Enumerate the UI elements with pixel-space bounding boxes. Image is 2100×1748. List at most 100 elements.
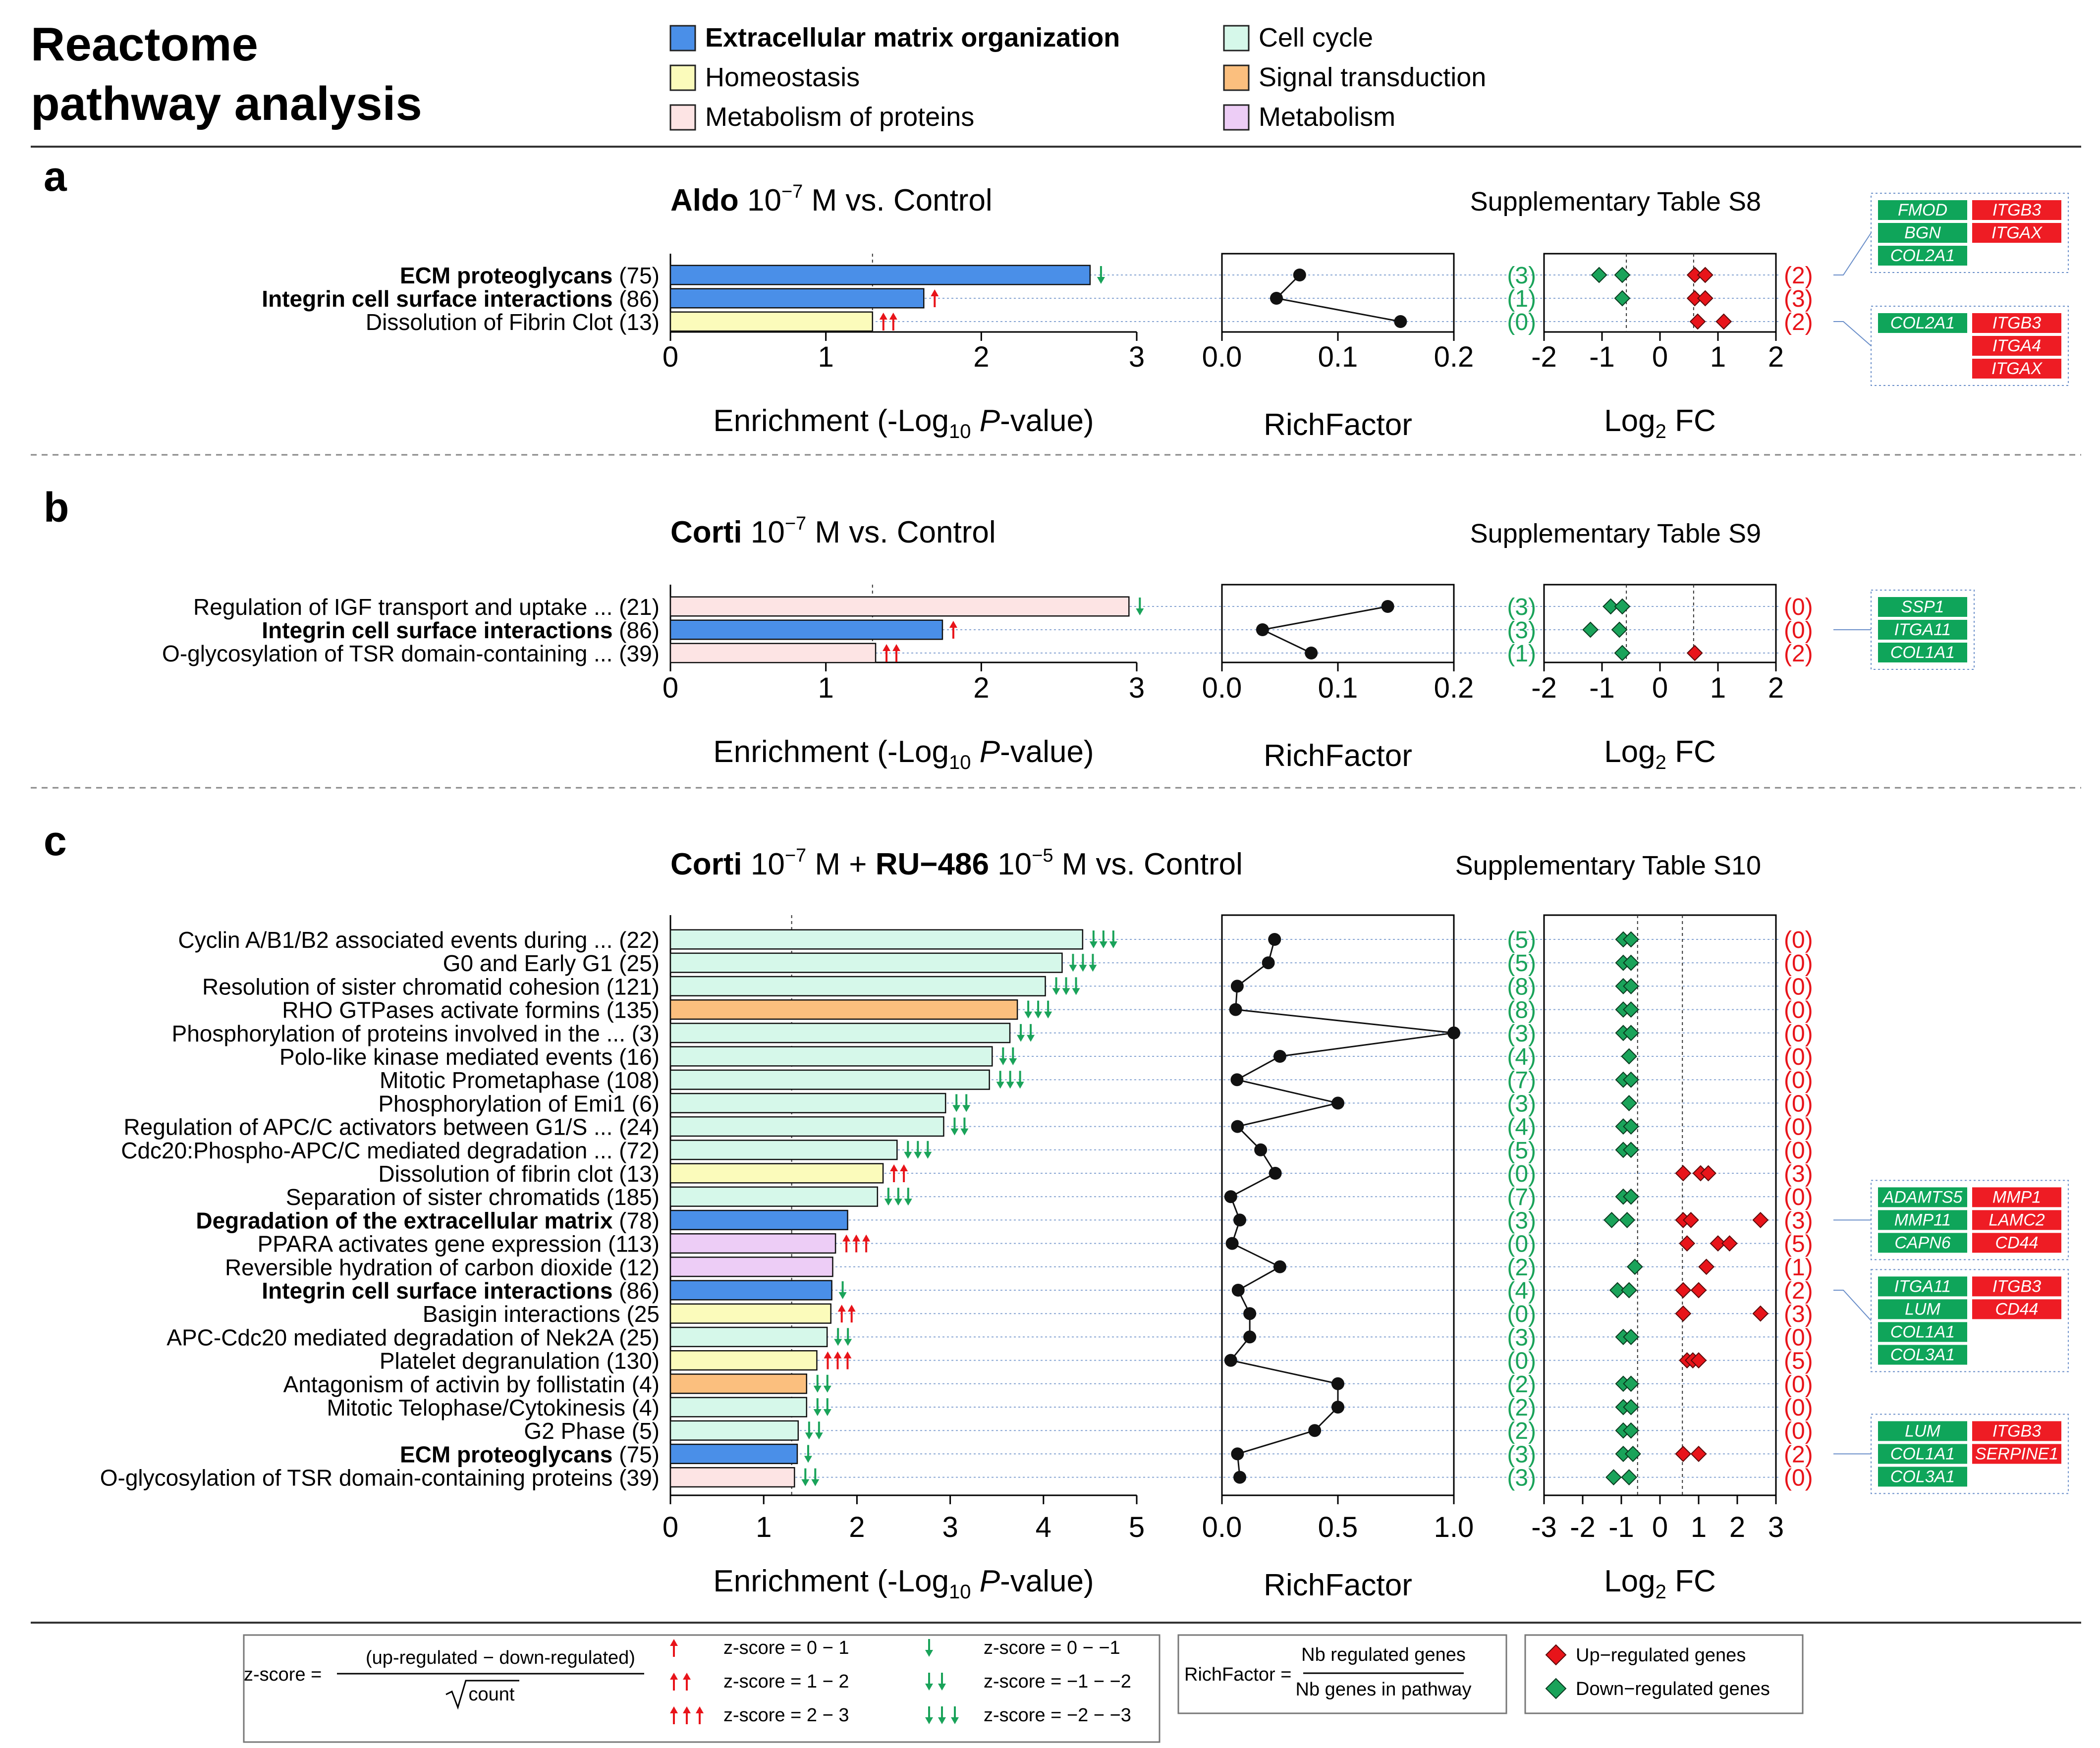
richfactor-point bbox=[1270, 292, 1283, 305]
richfactor-chart: 0.0 0.1 0.2 RichFactor bbox=[1202, 584, 1474, 773]
zscore-box bbox=[243, 1634, 1161, 1743]
gene-name: SSP1 bbox=[1901, 598, 1944, 616]
pathway-count: (39) bbox=[612, 1465, 660, 1491]
enrichment-bar bbox=[669, 1350, 818, 1371]
down-gene-count: (3) bbox=[1507, 1091, 1536, 1117]
pathway-count: (135) bbox=[600, 997, 660, 1023]
richfactor-point bbox=[1308, 1424, 1322, 1437]
pathway-label: Integrin cell surface interactions (86) bbox=[262, 1278, 660, 1304]
panel-title-superscript: −7 bbox=[785, 513, 806, 534]
gene-box-connector bbox=[1833, 1290, 1872, 1321]
up-gene-count: (2) bbox=[1784, 309, 1813, 335]
down-gene-count: (2) bbox=[1507, 1418, 1536, 1444]
legend-swatch bbox=[669, 104, 696, 131]
pathway-label: Integrin cell surface interactions (86) bbox=[262, 617, 660, 643]
pathway-count: (78) bbox=[612, 1207, 660, 1233]
enrichment-bar bbox=[669, 976, 1046, 997]
richfactor-point bbox=[1231, 1447, 1244, 1461]
pathway-count: (130) bbox=[600, 1348, 660, 1374]
gene-name: LAMC2 bbox=[1989, 1210, 2045, 1229]
up-gene-count: (0) bbox=[1784, 950, 1813, 977]
zscore-label: z-score = bbox=[244, 1664, 322, 1685]
enrichment-tick-label: 1 bbox=[818, 341, 834, 373]
legend-arrow-up-head bbox=[683, 1706, 691, 1713]
zscore-arrow-down-head bbox=[1016, 1082, 1024, 1089]
axis-title-text: Log bbox=[1604, 404, 1655, 438]
richfactor-point bbox=[1229, 1003, 1242, 1016]
gene-name: COL2A1 bbox=[1890, 314, 1955, 332]
zscore-arrow-up-head bbox=[837, 1305, 846, 1312]
pathway-label: O-glycosylation of TSR domain-containing… bbox=[162, 641, 660, 666]
enrichment-tick-label: 4 bbox=[1036, 1511, 1051, 1543]
axis-title-space bbox=[971, 1564, 979, 1598]
gene-tag bbox=[1972, 359, 2061, 379]
gene-name: COL1A1 bbox=[1890, 643, 1955, 662]
axis-title-italic: P bbox=[980, 1564, 1000, 1598]
log2fc-tick-label: 2 bbox=[1768, 672, 1784, 704]
axis-title-subscript: 2 bbox=[1656, 752, 1666, 773]
up-gene-count: (0) bbox=[1784, 997, 1813, 1024]
up-regulated-gene-marker bbox=[1697, 267, 1713, 283]
legend-arrow-up-head bbox=[670, 1706, 678, 1713]
axis-title-space bbox=[971, 404, 979, 438]
down-regulated-gene-marker bbox=[1624, 1445, 1641, 1462]
pathway-count: (6) bbox=[625, 1091, 660, 1116]
up-gene-count: (0) bbox=[1784, 594, 1813, 620]
down-regulated-gene-marker bbox=[1623, 978, 1639, 994]
down-regulated-gene-marker bbox=[1623, 1142, 1639, 1158]
gene-tag bbox=[1878, 223, 1967, 243]
gene-name: ITGB3 bbox=[1992, 1277, 2041, 1296]
richfactor-point bbox=[1230, 980, 1244, 993]
legend-arrow-down-head bbox=[925, 1684, 933, 1691]
supplementary-table-label: Supplementary Table S8 bbox=[1470, 187, 1761, 217]
gene-tag bbox=[1878, 1233, 1967, 1253]
down-regulated-gene-marker bbox=[1623, 1071, 1639, 1088]
pathway-name: APC-Cdc20 mediated degradation of Nek2A bbox=[166, 1324, 614, 1350]
down-gene-count: (3) bbox=[1507, 1441, 1536, 1468]
enrichment-bar bbox=[669, 311, 874, 332]
down-regulated-gene-marker bbox=[1603, 598, 1619, 615]
zscore-sqrt-sign bbox=[445, 1680, 519, 1710]
up-regulated-gene-marker bbox=[1682, 1211, 1699, 1228]
enrichment-tick-label: 0 bbox=[663, 1511, 678, 1543]
richfactor-chart: 0.0 0.1 0.2 RichFactor bbox=[1202, 253, 1474, 442]
pathway-name: Integrin cell surface interactions bbox=[262, 617, 612, 643]
zscore-arrow-down-head bbox=[1027, 1035, 1035, 1042]
up-gene-count: (5) bbox=[1784, 1348, 1813, 1374]
gene-name: ITGAX bbox=[1991, 359, 2043, 378]
log2fc-tick-label: 3 bbox=[1768, 1511, 1784, 1543]
enrichment-bar bbox=[669, 643, 877, 663]
gene-name: ADAMTS5 bbox=[1882, 1188, 1963, 1206]
down-regulated-gene-marker bbox=[1623, 1025, 1639, 1041]
down-regulated-gene-marker bbox=[1623, 1375, 1639, 1392]
enrichment-tick-label: 0 bbox=[663, 672, 678, 704]
zscore-arrow-up-head bbox=[883, 644, 891, 651]
down-gene-count: (5) bbox=[1507, 1138, 1536, 1164]
legend-swatch bbox=[1223, 104, 1250, 131]
gene-tag bbox=[1972, 1210, 2061, 1230]
richfactor-point bbox=[1273, 1050, 1286, 1063]
gene-name: COL1A1 bbox=[1890, 1322, 1955, 1341]
supplementary-table-label: Supplementary Table S9 bbox=[1470, 519, 1761, 548]
pathway-count: (108) bbox=[600, 1067, 660, 1093]
panel-title-bold: Corti bbox=[670, 847, 742, 881]
zscore-arrow-down-head bbox=[805, 1432, 813, 1440]
up-gene-count: (2) bbox=[1784, 263, 1813, 289]
pathway-name: Cyclin A/B1/B2 associated events during … bbox=[178, 927, 612, 953]
down-gene-count: (3) bbox=[1507, 617, 1536, 644]
legend-swatch bbox=[1223, 64, 1250, 91]
zscore-arrow-down-head bbox=[914, 1151, 922, 1159]
down-gene-count: (0) bbox=[1507, 1231, 1536, 1257]
pathway-name: G2 Phase bbox=[524, 1418, 625, 1444]
zscore-arrow-down-head bbox=[813, 1409, 822, 1416]
gene-tag bbox=[1972, 1421, 2061, 1441]
richfactor-point bbox=[1293, 269, 1306, 281]
richfactor-point bbox=[1230, 1073, 1244, 1087]
panel-title-text: M vs. Control bbox=[803, 183, 992, 218]
down-regulated-gene-marker bbox=[1582, 621, 1599, 638]
footer-legend: z-score = (up-regulated − down-regulated… bbox=[243, 1634, 1804, 1743]
enrichment-tick-label: 3 bbox=[1129, 672, 1145, 704]
panel-title: Aldo 10−7 M vs. Control bbox=[670, 181, 993, 218]
legend-label: Metabolism bbox=[1259, 102, 1395, 132]
